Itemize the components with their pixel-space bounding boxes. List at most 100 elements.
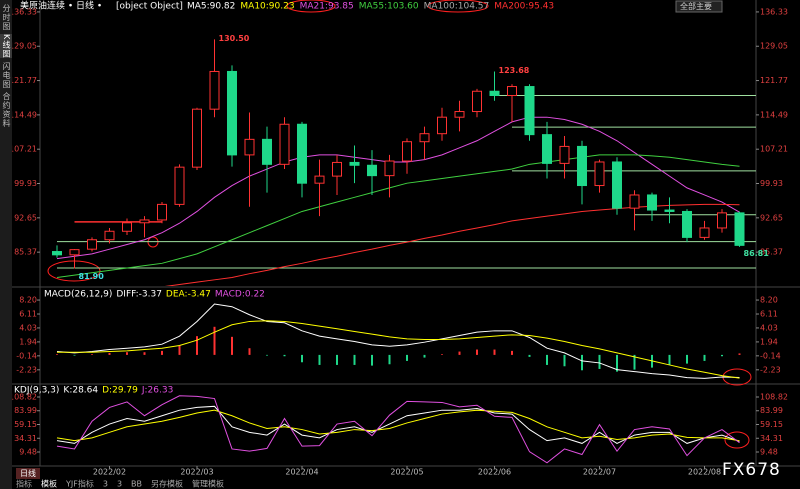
drawn-circle <box>427 0 489 13</box>
candle-body <box>104 230 115 241</box>
sidebar-tab[interactable]: 闪电图 <box>2 62 11 89</box>
watermark: FX678 <box>722 460 781 480</box>
candle-body <box>524 86 535 136</box>
legend-entry: J:26.33 <box>141 386 173 396</box>
period-box[interactable] <box>16 468 40 479</box>
candle-body <box>699 227 710 238</box>
candle-body <box>52 251 62 256</box>
legend-entry: MA21:93.85 <box>300 2 354 12</box>
y-tick-label: 8.20 <box>760 296 778 305</box>
candle-body <box>139 219 150 224</box>
legend-entry: DIFF:-3.37 <box>116 290 162 300</box>
y-tick-label: 6.11 <box>760 310 778 319</box>
y-tick-label: 8.20 <box>19 296 37 305</box>
candle-body <box>542 134 552 164</box>
tab[interactable]: 指标 <box>16 479 32 489</box>
candle-body <box>577 145 587 187</box>
annotation: 81.90 <box>79 272 105 281</box>
candle-body <box>367 164 377 177</box>
y-tick-label: 92.65 <box>14 213 37 222</box>
x-tick-label: 2022/04 <box>285 468 318 477</box>
legend-entry: DEA:-3.47 <box>166 290 211 300</box>
y-tick-label: 136.33 <box>760 7 788 16</box>
annotation: 86.81 <box>744 249 770 258</box>
line <box>56 409 740 442</box>
candle-body <box>209 70 220 110</box>
y-tick-label: 9.48 <box>760 448 778 457</box>
y-tick-label: -2.23 <box>760 365 781 374</box>
sidebar-tab[interactable]: K线图 <box>0 34 12 59</box>
legend-entry: [object Object] <box>116 2 183 12</box>
candle-body <box>629 194 640 209</box>
line <box>56 303 740 379</box>
y-tick-label: 59.15 <box>14 420 37 429</box>
tab[interactable]: 3 <box>117 480 122 489</box>
candle-body <box>297 123 307 184</box>
candle-body <box>612 161 622 209</box>
legend-entry: D:29.79 <box>102 386 138 396</box>
y-tick-label: 83.99 <box>14 406 37 415</box>
legend-entry: MA55:103.60 <box>359 2 419 12</box>
y-tick-label: 85.37 <box>760 248 783 257</box>
line <box>56 405 740 444</box>
y-tick-label: 107.21 <box>760 145 788 154</box>
x-tick-label: 2022/05 <box>390 468 423 477</box>
y-tick-label: 1.94 <box>19 337 37 346</box>
x-tick-label: 2022/02 <box>93 468 126 477</box>
y-tick-label: 121.77 <box>760 76 788 85</box>
y-tick-label: 6.11 <box>19 310 37 319</box>
y-tick-label: 129.05 <box>760 42 788 51</box>
candle-body <box>682 210 692 238</box>
candle-body <box>717 212 727 229</box>
y-tick-label: 114.49 <box>760 110 788 119</box>
annotation: 130.50 <box>219 34 250 43</box>
y-tick-label: 9.48 <box>19 448 37 457</box>
sidebar-tab[interactable]: 合约资料 <box>2 92 11 128</box>
candle-body <box>157 203 167 221</box>
candle-body <box>192 108 202 168</box>
y-tick-label: -0.14 <box>16 351 37 360</box>
tab[interactable]: YJF指标 <box>65 479 94 489</box>
y-tick-label: 34.31 <box>14 434 37 443</box>
selector[interactable]: 全部主要 <box>680 1 712 11</box>
y-tick-label: 99.93 <box>14 179 37 188</box>
legend-entry: K:28.64 <box>63 386 98 396</box>
line <box>56 116 740 260</box>
y-tick-label: -2.23 <box>16 365 37 374</box>
candle-body <box>647 194 657 211</box>
candle-body <box>507 86 517 97</box>
y-tick-label: 83.99 <box>760 406 783 415</box>
drawn-circle <box>724 431 750 449</box>
y-tick-label: 1.94 <box>760 337 778 346</box>
legend-entry: MA10:90.23 <box>240 2 294 12</box>
y-tick-label: -0.14 <box>760 351 781 360</box>
tab[interactable]: 模板 <box>41 479 57 489</box>
sidebar-tab[interactable]: 分时图 <box>2 4 11 31</box>
symbol: 美原油连续 • 日线 • <box>20 0 102 12</box>
y-tick-label: 34.31 <box>760 434 783 443</box>
period[interactable]: 日线 <box>20 468 36 478</box>
y-tick-label: 59.15 <box>760 420 783 429</box>
tab[interactable]: 另存模板 <box>151 479 183 489</box>
candle-body <box>384 160 395 177</box>
y-tick-label: 129.05 <box>9 42 37 51</box>
y-tick-label: 108.82 <box>760 393 788 402</box>
selector-box[interactable] <box>675 0 723 13</box>
annotation: 123.68 <box>499 66 530 75</box>
candle-body <box>314 175 325 184</box>
candle-body <box>227 70 237 156</box>
legend-entry: MACD:0.22 <box>215 290 265 300</box>
tab[interactable]: 3 <box>103 480 108 489</box>
candle-body <box>87 239 97 250</box>
candle-body <box>402 141 412 162</box>
tab[interactable]: 管理模板 <box>192 479 224 489</box>
x-tick-label: 2022/06 <box>478 468 511 477</box>
line <box>56 154 740 278</box>
sidebar: 分时图 K线图闪电图合约资料 <box>0 0 12 489</box>
tab-bar: 指标 模板 YJF指标 3 3 BB 另存模板 管理模板 <box>16 479 224 489</box>
y-tick-label: 107.21 <box>9 145 37 154</box>
tab[interactable]: BB <box>131 480 142 489</box>
x-tick-label: 2022/03 <box>180 468 213 477</box>
